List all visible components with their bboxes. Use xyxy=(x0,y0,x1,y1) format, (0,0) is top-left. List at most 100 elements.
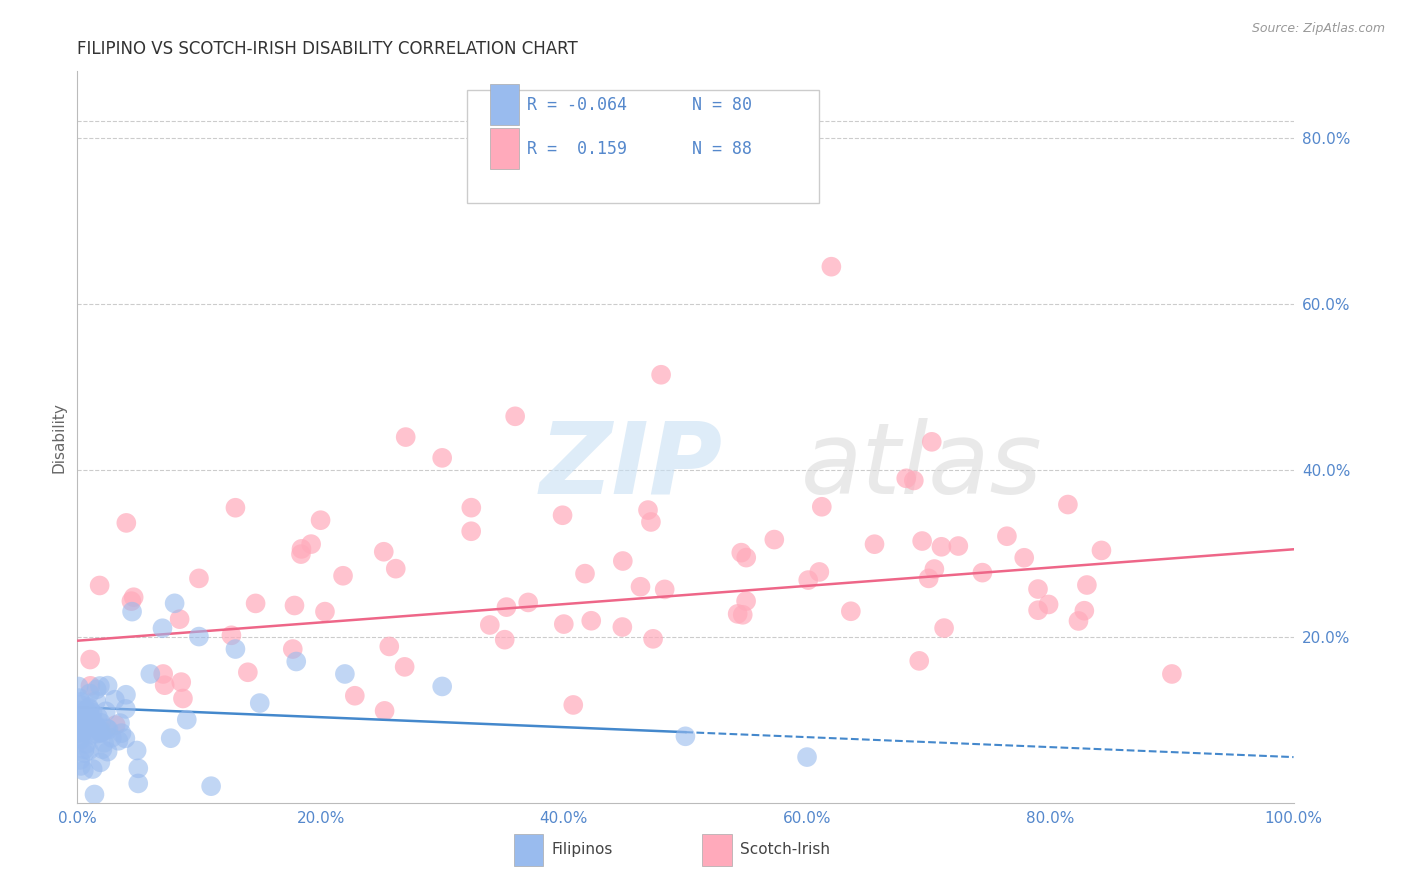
Point xyxy=(70,715,93,730)
Point xyxy=(77,743,100,757)
Point xyxy=(972,566,994,580)
Point xyxy=(581,614,603,628)
Text: ZIP: ZIP xyxy=(540,417,723,515)
Point xyxy=(460,524,482,539)
FancyBboxPatch shape xyxy=(515,833,543,866)
Point xyxy=(108,716,131,731)
Point xyxy=(153,678,176,692)
Point xyxy=(83,788,105,802)
Point xyxy=(67,691,90,706)
Point xyxy=(384,562,406,576)
Point xyxy=(97,723,120,737)
Point xyxy=(1026,603,1049,617)
Point xyxy=(1038,598,1060,612)
Point xyxy=(176,713,198,727)
Point xyxy=(332,568,354,582)
Point xyxy=(159,731,181,746)
Point xyxy=(127,761,149,775)
Point xyxy=(810,500,832,514)
Point xyxy=(114,702,136,716)
Point xyxy=(478,618,501,632)
Point xyxy=(903,474,925,488)
Point xyxy=(69,759,91,773)
Text: R =  0.159: R = 0.159 xyxy=(527,139,627,158)
Point xyxy=(224,642,246,657)
Point xyxy=(67,725,90,739)
Point xyxy=(637,503,659,517)
Point xyxy=(67,731,90,746)
Point xyxy=(100,731,122,745)
Point xyxy=(730,546,752,560)
Point xyxy=(104,692,127,706)
Point xyxy=(94,704,117,718)
Point xyxy=(918,571,941,585)
Point xyxy=(395,430,418,444)
Point xyxy=(650,368,672,382)
Point xyxy=(394,660,416,674)
FancyBboxPatch shape xyxy=(703,833,731,866)
Point xyxy=(1012,550,1035,565)
Point xyxy=(333,667,356,681)
Point xyxy=(139,667,162,681)
Point xyxy=(70,695,93,709)
Point xyxy=(73,746,96,760)
Point xyxy=(908,654,931,668)
Point xyxy=(114,731,136,746)
Point xyxy=(1026,582,1049,596)
Point xyxy=(67,722,90,736)
Point xyxy=(373,545,395,559)
Point xyxy=(727,607,749,621)
Point xyxy=(1076,578,1098,592)
Point xyxy=(675,729,697,743)
Point xyxy=(163,596,186,610)
Point xyxy=(97,679,120,693)
Point xyxy=(86,720,108,734)
Point xyxy=(503,409,526,424)
Point xyxy=(115,688,138,702)
Point xyxy=(75,737,97,751)
FancyBboxPatch shape xyxy=(489,128,519,169)
Point xyxy=(654,582,676,597)
Point xyxy=(921,434,943,449)
Point xyxy=(79,652,101,666)
Point xyxy=(378,640,401,654)
Point xyxy=(188,571,211,585)
Point xyxy=(188,630,211,644)
Point xyxy=(1067,614,1090,628)
Point xyxy=(200,779,222,793)
Point xyxy=(735,550,758,565)
Point xyxy=(495,600,517,615)
Point xyxy=(896,471,918,485)
Point xyxy=(77,724,100,739)
Point xyxy=(995,529,1018,543)
Point xyxy=(86,682,108,697)
Point xyxy=(640,515,662,529)
Point xyxy=(1161,667,1184,681)
Point xyxy=(80,728,103,742)
Point xyxy=(170,675,193,690)
Point xyxy=(79,679,101,693)
Point xyxy=(643,632,665,646)
Point xyxy=(67,703,90,717)
Point xyxy=(70,706,93,721)
Point xyxy=(73,764,96,778)
Text: FILIPINO VS SCOTCH-IRISH DISABILITY CORRELATION CHART: FILIPINO VS SCOTCH-IRISH DISABILITY CORR… xyxy=(77,40,578,58)
Point xyxy=(69,710,91,724)
Point xyxy=(430,680,453,694)
Point xyxy=(796,750,818,764)
Text: atlas: atlas xyxy=(801,417,1043,515)
Point xyxy=(125,743,148,757)
Point xyxy=(121,605,143,619)
Point xyxy=(931,540,953,554)
Point xyxy=(115,516,138,530)
Point xyxy=(169,612,191,626)
Point xyxy=(839,604,862,618)
Point xyxy=(91,742,114,756)
Point xyxy=(285,655,308,669)
Text: Scotch-Irish: Scotch-Irish xyxy=(740,842,830,857)
Point xyxy=(374,704,396,718)
Point xyxy=(1057,498,1080,512)
Point xyxy=(245,596,267,610)
Point xyxy=(86,727,108,741)
Point xyxy=(612,554,634,568)
